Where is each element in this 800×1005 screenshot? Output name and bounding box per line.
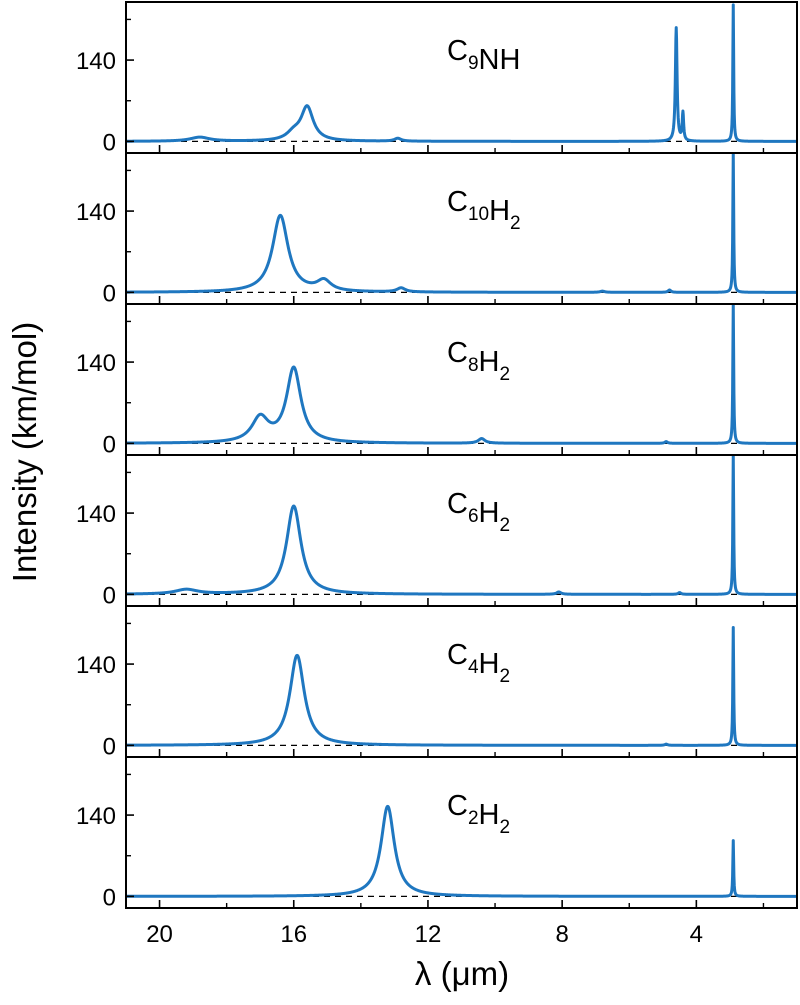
- molecule-label-part: H: [489, 195, 510, 227]
- molecule-label: C9NH: [447, 35, 520, 76]
- spectrum-line: [126, 3, 797, 143]
- y-tick-label: 0: [103, 884, 116, 911]
- molecule-label-part: H: [479, 648, 500, 680]
- molecule-label-part: C: [447, 35, 468, 67]
- molecule-label: C6H2: [447, 488, 510, 536]
- molecule-label: C4H2: [447, 639, 510, 687]
- molecule-label-subscript: 2: [499, 666, 510, 687]
- y-tick-label: 0: [103, 733, 116, 760]
- spectrum-line: [126, 455, 797, 596]
- x-tick-label: 20: [146, 921, 173, 948]
- panel-frame: [125, 454, 798, 607]
- y-tick-label: 140: [76, 501, 116, 528]
- y-tick-label: 0: [103, 431, 116, 458]
- spectrum-line: [126, 304, 797, 445]
- panel-frame: [125, 605, 798, 758]
- spectrum-panel-C4H2: 0 140 C4H2: [76, 605, 798, 760]
- molecule-label-part: H: [479, 497, 500, 529]
- y-tick-label: 140: [76, 652, 116, 679]
- y-tick-label: 140: [76, 350, 116, 377]
- spectrum-panel-C8H2: 0 140 C8H2: [76, 303, 798, 458]
- y-tick-label: 140: [76, 803, 116, 830]
- y-tick-label: 0: [103, 129, 116, 156]
- molecule-label-part: C: [447, 186, 468, 218]
- molecule-label-subscript: 8: [468, 355, 479, 376]
- x-tick-label: 4: [690, 921, 703, 948]
- molecule-label-part: NH: [479, 44, 521, 76]
- molecule-label-part: C: [447, 790, 468, 822]
- y-tick-label: 0: [103, 280, 116, 307]
- y-tick-label: 140: [76, 199, 116, 226]
- panel-frame: [125, 152, 798, 305]
- molecule-label-part: C: [447, 488, 468, 520]
- molecule-label-subscript: 2: [510, 213, 521, 234]
- molecule-label-part: H: [479, 346, 500, 378]
- y-axis-title: Intensity (km/mol): [6, 322, 43, 582]
- y-tick-label: 140: [76, 48, 116, 75]
- molecule-label-subscript: 2: [499, 515, 510, 536]
- spectrum-line: [126, 153, 797, 294]
- x-tick-label: 12: [415, 921, 442, 948]
- molecule-label: C10H2: [447, 186, 521, 234]
- x-tick-label: 8: [555, 921, 568, 948]
- spectrum-panel-C9NH: 0 140 C9NH: [76, 1, 798, 156]
- molecule-label-subscript: 2: [499, 817, 510, 838]
- molecule-label: C8H2: [447, 337, 510, 385]
- panel-frame: [125, 303, 798, 456]
- molecule-label-subscript: 10: [468, 204, 489, 225]
- molecule-label: C2H2: [447, 790, 510, 838]
- panel-frame: [125, 1, 798, 154]
- molecule-label-part: C: [447, 639, 468, 671]
- spectrum-panel-C6H2: 0 140 C6H2: [76, 454, 798, 609]
- molecule-label-subscript: 6: [468, 506, 479, 527]
- x-axis: 20 16 12 8 4: [146, 921, 703, 948]
- spectrum-line: [126, 625, 797, 747]
- molecule-label-part: C: [447, 337, 468, 369]
- molecule-label-subscript: 4: [468, 657, 479, 678]
- molecule-label-subscript: 2: [468, 808, 479, 829]
- spectrum-panel-C10H2: 0 140 C10H2: [76, 152, 798, 307]
- spectrum-line: [126, 804, 797, 898]
- molecule-label-part: H: [479, 799, 500, 831]
- y-tick-label: 0: [103, 582, 116, 609]
- x-axis-title: λ (μm): [415, 955, 509, 992]
- panel-frame: [125, 756, 798, 909]
- molecule-label-subscript: 9: [468, 53, 479, 74]
- molecule-label-subscript: 2: [499, 364, 510, 385]
- x-tick-label: 16: [280, 921, 307, 948]
